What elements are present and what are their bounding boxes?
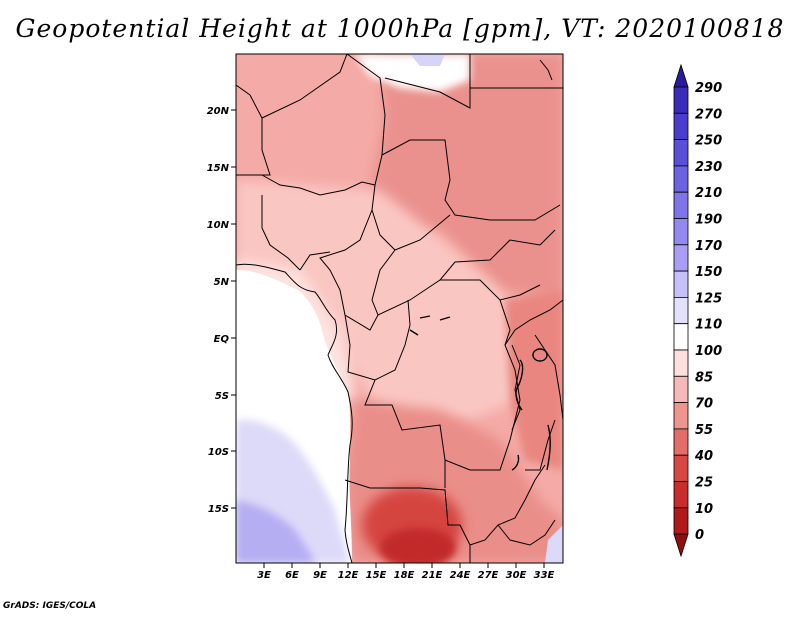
lat-label: 5N <box>214 277 230 288</box>
colorbar-label: 230 <box>695 160 722 175</box>
lon-label: 18E <box>394 570 415 581</box>
colorbar-label: 25 <box>695 476 713 491</box>
map-frame <box>235 53 564 564</box>
field-north-blue <box>410 54 445 66</box>
lon-label: 21E <box>422 570 443 581</box>
lat-label: EQ <box>214 334 230 345</box>
lon-label: 3E <box>257 570 271 581</box>
field-north-white <box>355 54 470 92</box>
colorbar-segment <box>673 165 689 193</box>
lon-label: 33E <box>534 570 555 581</box>
field-central <box>236 180 530 420</box>
colorbar-label: 250 <box>695 134 722 149</box>
colorbar-segment <box>673 270 689 298</box>
colorbar-label: 55 <box>695 423 713 438</box>
colorbar-segment <box>673 533 689 558</box>
lon-label: 27E <box>478 570 499 581</box>
colorbar-segment <box>673 507 689 535</box>
field-atlantic-deep <box>236 500 315 563</box>
colorbar-segment <box>673 375 689 403</box>
grads-credit: GrADS: IGES/COLA <box>3 601 97 611</box>
lon-labels: 3E 6E 9E 12E 15E 18E 21E 24E 27E 30E 33E <box>257 570 554 581</box>
lat-label: 20N <box>207 106 230 117</box>
colorbar-segment <box>673 323 689 351</box>
colorbar-label: 290 <box>695 81 722 96</box>
field-indian-ocean <box>545 525 563 563</box>
lon-label: 9E <box>313 570 327 581</box>
colorbar-segment <box>673 218 689 246</box>
lon-label: 12E <box>338 570 359 581</box>
colorbar-segment <box>673 191 689 219</box>
lat-labels: 20N 15N 10N 5N EQ 5S 10S 15S <box>207 106 230 515</box>
colorbar-segment <box>673 86 689 114</box>
colorbar-segment <box>673 402 689 430</box>
lat-label: 10N <box>207 220 230 231</box>
lakes <box>409 315 551 471</box>
colorbar: 2902702502302101901701501251101008570554… <box>673 63 722 558</box>
country-borders <box>236 54 563 563</box>
colorbar-label: 0 <box>695 528 704 543</box>
colorbar-label: 10 <box>695 502 713 517</box>
lat-label: 15N <box>207 163 230 174</box>
colorbar-segment <box>673 349 689 377</box>
colorbar-label: 190 <box>695 213 722 228</box>
field-northeast <box>370 54 563 300</box>
colorbar-label: 85 <box>695 370 713 385</box>
field-kalahari-core <box>380 528 456 563</box>
colorbar-segment <box>673 244 689 272</box>
colorbar-label: 210 <box>695 186 722 201</box>
colorbar-label: 150 <box>695 265 722 280</box>
colorbar-label: 70 <box>695 397 713 412</box>
map-plot-area <box>236 54 563 563</box>
colorbar-segment <box>673 63 689 88</box>
colorbar-segment <box>673 481 689 509</box>
colorbar-label: 100 <box>695 344 722 359</box>
lat-label: 15S <box>208 504 229 515</box>
colorbar-segment <box>673 296 689 325</box>
colorbar-label: 270 <box>695 107 722 122</box>
colorbar-segment <box>673 428 689 456</box>
colorbar-label: 125 <box>695 291 722 306</box>
colorbar-label: 170 <box>695 239 722 254</box>
colorbar-label: 40 <box>694 449 713 464</box>
map-title: Geopotential Height at 1000hPa [gpm], VT… <box>15 14 785 43</box>
axis-ticks <box>231 109 545 568</box>
lat-label: 5S <box>215 391 229 402</box>
lon-label: 30E <box>506 570 527 581</box>
lon-label: 15E <box>366 570 387 581</box>
colorbar-segment <box>673 112 689 141</box>
lat-label: 10S <box>208 447 229 458</box>
colorbar-label: 110 <box>695 318 722 333</box>
lon-label: 6E <box>285 570 299 581</box>
colorbar-segment <box>673 139 689 167</box>
colorbar-segment <box>673 454 689 482</box>
lon-label: 24E <box>450 570 471 581</box>
